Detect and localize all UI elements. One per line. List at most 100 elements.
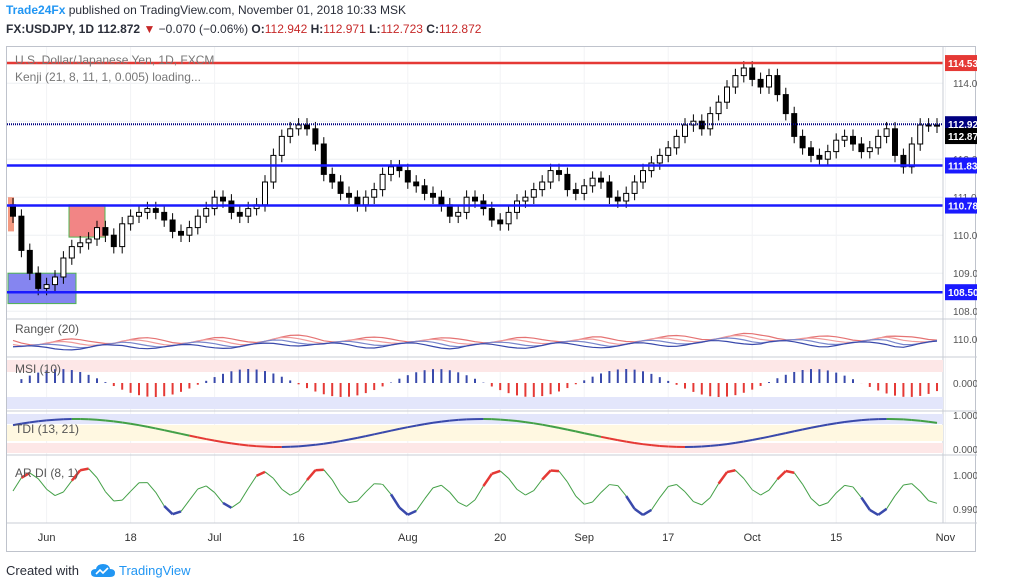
candle[interactable] [900,154,907,168]
candle[interactable] [371,189,378,198]
candle[interactable] [68,246,75,259]
candle[interactable] [136,211,142,217]
price-chart[interactable]: 114.000113.000112.000111.000110.000109.0… [7,47,977,553]
candle[interactable] [606,181,613,198]
candle[interactable] [472,196,478,202]
author-name[interactable]: Trade24Fx [6,3,66,17]
candle[interactable] [337,181,344,194]
candle[interactable] [572,189,579,194]
candle[interactable] [43,284,50,289]
candle[interactable] [178,230,184,236]
candle[interactable] [152,208,159,213]
candle[interactable] [18,215,25,251]
candle[interactable] [917,124,924,145]
candle[interactable] [211,196,218,210]
candle[interactable] [774,75,781,96]
candle[interactable] [236,211,243,217]
candle[interactable] [614,196,621,202]
candle[interactable] [892,128,898,156]
candle[interactable] [295,124,302,130]
candle[interactable] [388,166,394,175]
candle[interactable] [850,135,856,145]
candle[interactable] [858,143,865,153]
candle[interactable] [841,135,848,141]
candle[interactable] [497,219,504,225]
candle[interactable] [883,128,890,137]
candle[interactable] [77,242,84,248]
candle[interactable] [816,154,823,160]
candle[interactable] [379,173,386,191]
candle[interactable] [287,128,294,137]
candle[interactable] [404,170,411,183]
candle[interactable] [757,78,764,88]
candle[interactable] [329,173,336,183]
candle[interactable] [766,75,772,88]
candle[interactable] [85,238,92,244]
candle[interactable] [320,143,327,175]
cloud-icon[interactable] [90,563,116,579]
candle[interactable] [908,143,915,168]
candle[interactable] [875,135,882,149]
candle[interactable] [102,227,109,236]
candle[interactable] [304,124,310,130]
candle[interactable] [824,151,831,160]
candle[interactable] [421,185,428,194]
candle[interactable] [833,139,840,153]
candle[interactable] [740,67,747,77]
candle[interactable] [707,113,714,130]
candle[interactable] [346,192,352,198]
candle[interactable] [581,185,588,194]
candle[interactable] [362,196,369,206]
candle[interactable] [631,181,638,194]
candle[interactable] [194,215,201,229]
candle[interactable] [539,181,546,191]
candle[interactable] [161,211,168,221]
candle[interactable] [354,196,361,206]
candle[interactable] [715,101,722,115]
candle[interactable] [413,181,420,187]
candle[interactable] [866,147,873,153]
candle[interactable] [656,154,663,164]
candle[interactable] [782,94,789,115]
candle[interactable] [186,227,193,236]
candle[interactable] [682,124,688,137]
candle[interactable] [262,181,268,206]
candle[interactable] [564,173,571,191]
candle[interactable] [488,208,495,221]
candle[interactable] [640,170,646,183]
candle[interactable] [127,215,134,225]
candle[interactable] [203,208,210,217]
candle[interactable] [110,234,117,248]
chart-area[interactable]: 114.000113.000112.000111.000110.000109.0… [6,46,977,553]
candle[interactable] [312,128,319,145]
candle[interactable] [648,162,655,172]
candle[interactable] [925,124,932,127]
candle[interactable] [26,249,33,274]
candle[interactable] [430,192,436,198]
candle[interactable] [522,196,529,202]
candle[interactable] [505,211,512,225]
candle[interactable] [556,170,562,175]
candle[interactable] [665,147,672,156]
candle[interactable] [724,86,730,103]
candle[interactable] [547,170,554,183]
candle[interactable] [94,227,100,240]
candle[interactable] [749,67,756,80]
candle[interactable] [119,223,126,248]
candle[interactable] [60,257,67,278]
candle[interactable] [455,211,462,217]
candle[interactable] [673,135,680,149]
candle[interactable] [799,135,806,149]
candle[interactable] [245,208,252,217]
tradingview-brand[interactable]: TradingView [119,563,191,578]
candle[interactable] [438,196,445,206]
candle[interactable] [278,135,285,156]
candle[interactable] [530,189,537,198]
candle[interactable] [396,166,403,172]
symbol-label[interactable]: FX:USDJPY, 1D [6,22,95,36]
candle[interactable] [270,154,277,183]
candle[interactable] [35,272,42,289]
candle[interactable] [589,177,596,187]
candle[interactable] [623,192,630,202]
candle[interactable] [598,177,604,183]
